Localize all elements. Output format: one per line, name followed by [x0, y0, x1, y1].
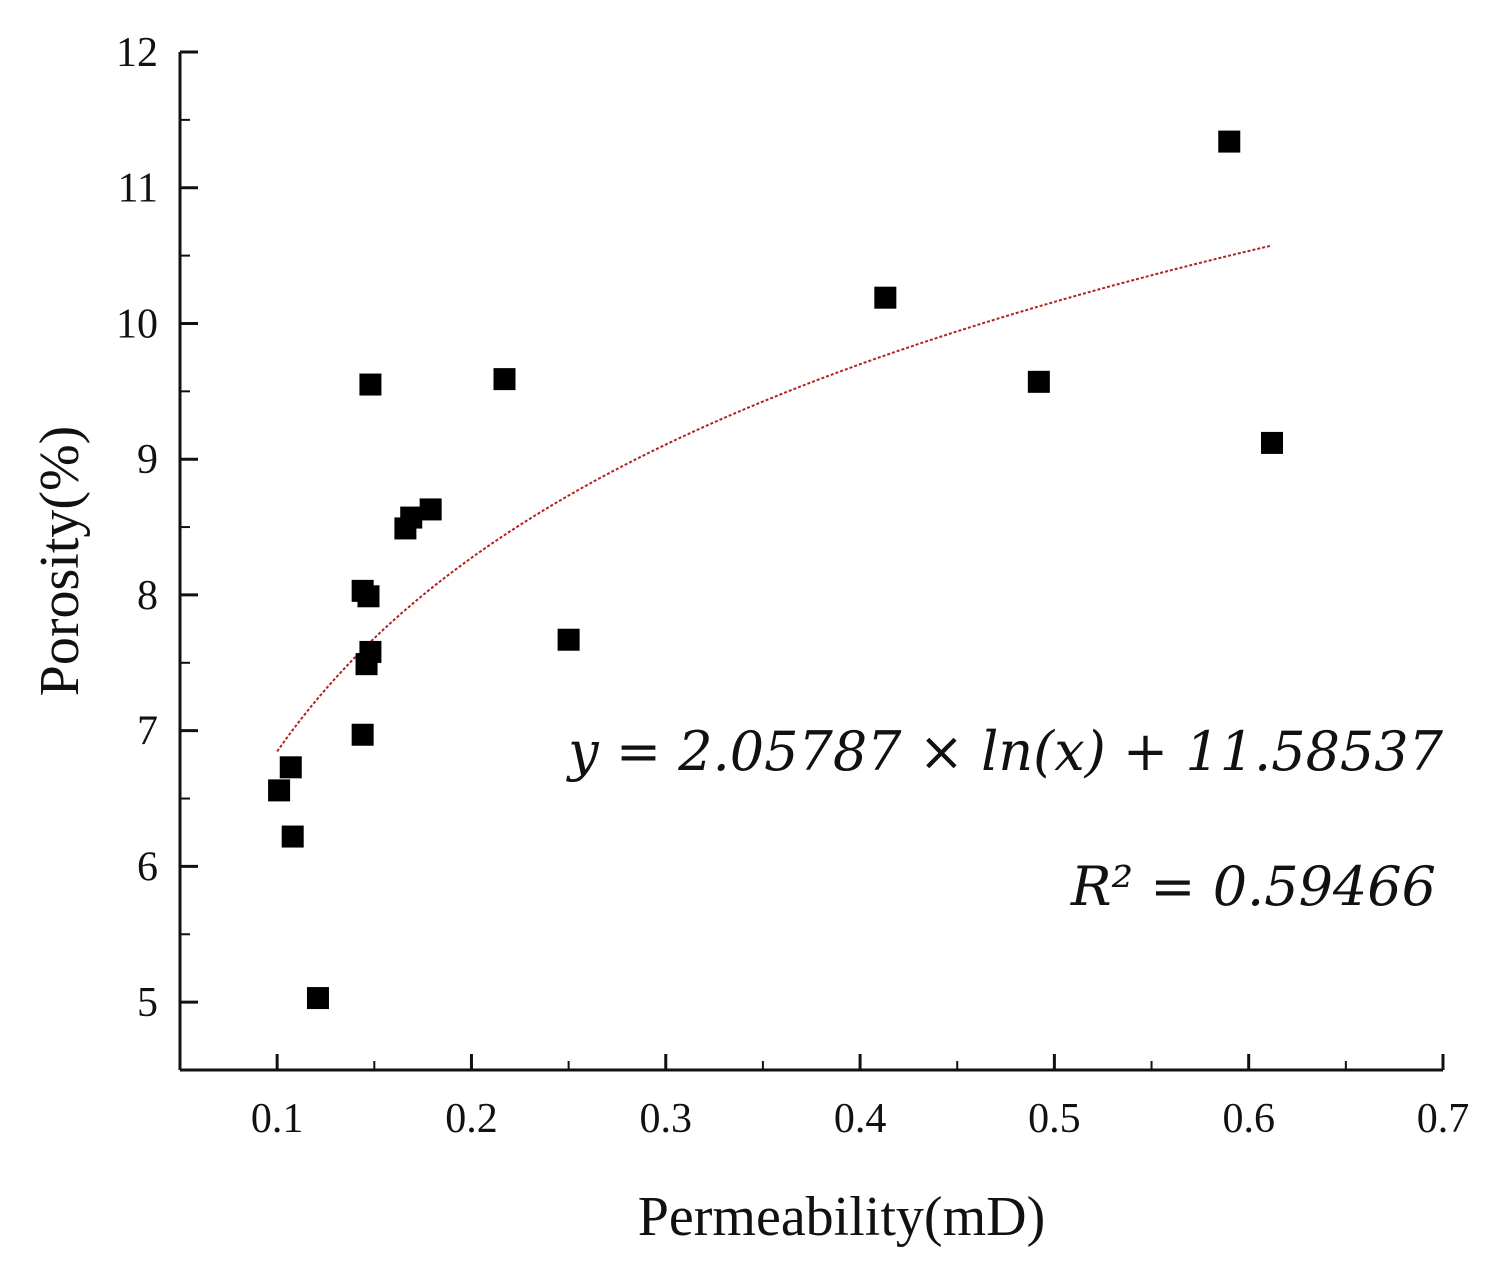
data-point: [1027, 370, 1050, 393]
x-axis-title: Permeability(mD): [638, 1186, 1045, 1248]
data-point: [279, 756, 302, 779]
y-tick-label: 9: [137, 437, 158, 483]
x-tick-label: 0.6: [1222, 1096, 1275, 1142]
data-point: [281, 825, 304, 848]
data-point: [400, 506, 423, 529]
y-tick-label: 10: [116, 301, 158, 347]
y-tick-label: 11: [118, 166, 158, 212]
y-tick-label: 6: [137, 844, 158, 890]
data-point: [493, 368, 516, 391]
data-point: [357, 585, 380, 608]
data-point: [306, 987, 329, 1010]
data-point: [557, 628, 580, 651]
r-squared-annotation: R² = 0.59466: [1070, 855, 1436, 918]
x-tick-label: 0.3: [640, 1096, 693, 1142]
data-point: [419, 498, 442, 521]
axes: [178, 52, 1443, 1072]
x-tick-label: 0.7: [1417, 1096, 1470, 1142]
data-point: [355, 653, 378, 676]
data-points: [268, 130, 1284, 1010]
y-tick-label: 12: [116, 30, 158, 76]
x-tick-label: 0.2: [445, 1096, 498, 1142]
y-tick-label: 5: [137, 980, 158, 1026]
y-tick-label: 8: [137, 573, 158, 619]
data-point: [874, 286, 897, 309]
x-tick-label: 0.5: [1028, 1096, 1081, 1142]
x-tick-label: 0.1: [251, 1096, 304, 1142]
data-point: [1218, 130, 1241, 153]
x-tick-label: 0.4: [834, 1096, 887, 1142]
y-tick-label: 7: [137, 709, 158, 755]
data-point: [359, 373, 382, 396]
y-ticks: 5 6 7 8 9 10 11 12: [116, 30, 198, 1026]
data-point: [268, 779, 291, 802]
equation-annotation: y = 2.05787 × ln(x) + 11.58537: [566, 720, 1443, 783]
y-axis-title: Porosity(%): [29, 426, 91, 697]
fit-curve: [276, 244, 1273, 753]
data-point: [351, 723, 374, 746]
data-point: [1261, 431, 1284, 454]
x-ticks: 0.1 0.2 0.3 0.4 0.5 0.6 0.7: [179, 1054, 1470, 1142]
